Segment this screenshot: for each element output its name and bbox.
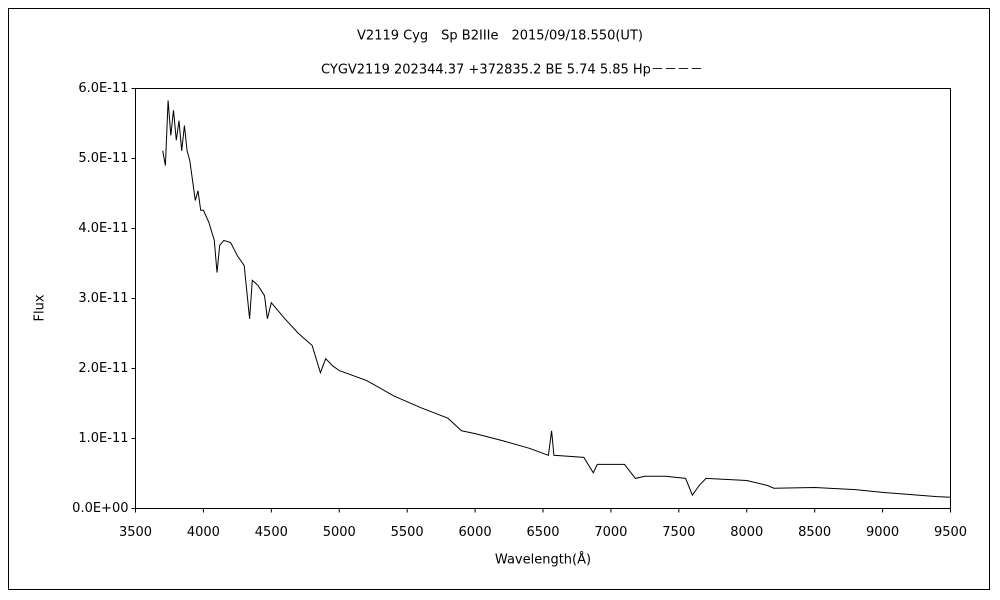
x-tick-label: 6000 <box>459 525 492 540</box>
x-tick-label: 9500 <box>934 525 967 540</box>
x-tick-label: 5000 <box>323 525 356 540</box>
y-tick-label: 4.0E-11 <box>78 221 128 236</box>
x-tick-label: 4000 <box>187 525 220 540</box>
y-tick-label: 3.0E-11 <box>78 291 128 306</box>
x-tick-label: 7000 <box>594 525 627 540</box>
y-axis-label: Flux <box>33 294 48 321</box>
x-tick-label: 3500 <box>119 525 152 540</box>
x-axis-label: Wavelength(Å) <box>495 552 591 568</box>
x-tick-label: 6500 <box>526 525 559 540</box>
y-tick-label: 1.0E-11 <box>78 431 128 446</box>
x-tick-label: 8000 <box>730 525 763 540</box>
y-tick-label: 6.0E-11 <box>78 81 128 96</box>
x-tick-label: 9000 <box>866 525 899 540</box>
x-tick-label: 4500 <box>255 525 288 540</box>
x-tick-label: 7500 <box>662 525 695 540</box>
y-tick-label: 0.0E+00 <box>72 501 128 516</box>
chart-title: V2119 Cyg Sp B2IIIe 2015/09/18.550(UT) <box>357 29 643 44</box>
chart-border <box>8 8 990 590</box>
plot-area <box>135 88 951 509</box>
chart-subtitle: CYGV2119 202344.37 +372835.2 BE 5.74 5.8… <box>321 63 703 78</box>
x-tick-label: 5500 <box>391 525 424 540</box>
y-tick-label: 5.0E-11 <box>78 151 128 166</box>
x-tick-label: 8500 <box>798 525 831 540</box>
y-tick-label: 2.0E-11 <box>78 361 128 376</box>
spectrum-line <box>162 100 951 498</box>
